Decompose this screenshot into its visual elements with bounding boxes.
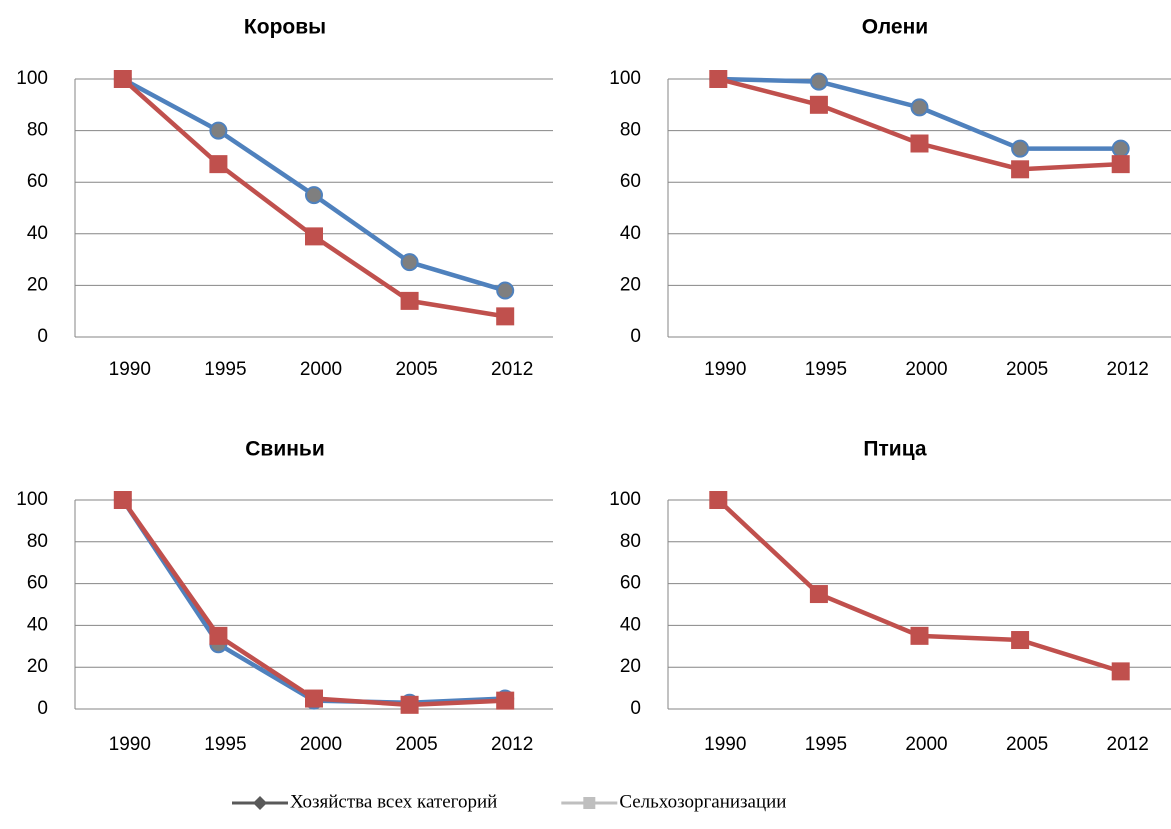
legend-marker <box>253 796 267 810</box>
x-tick-label: 2000 <box>300 734 342 755</box>
chart-title: Коровы <box>244 16 326 39</box>
y-tick-label: 20 <box>620 656 641 677</box>
point <box>1111 155 1130 174</box>
point <box>910 626 929 645</box>
y-tick-label: 0 <box>630 698 641 719</box>
y-tick-label: 80 <box>620 531 641 552</box>
point <box>910 98 929 117</box>
y-tick-label: 40 <box>27 223 48 244</box>
point <box>113 491 132 509</box>
y-tick-label: 80 <box>27 531 48 552</box>
point <box>209 155 228 174</box>
point <box>400 291 419 310</box>
x-tick-label: 1995 <box>805 359 847 380</box>
y-tick-label: 80 <box>27 120 48 141</box>
x-tick-label: 1990 <box>109 359 151 380</box>
x-tick-label: 1990 <box>109 734 151 755</box>
y-tick-label: 60 <box>27 171 48 192</box>
point <box>496 691 515 710</box>
x-tick-label: 2000 <box>905 734 947 755</box>
x-tick-label: 2005 <box>395 734 437 755</box>
y-tick-label: 60 <box>620 171 641 192</box>
series-line <box>120 498 506 708</box>
y-tick-label: 0 <box>630 326 641 347</box>
legend-label: Сельхозорганизации <box>619 791 786 812</box>
chart-panel: Свиньи 0 20 40 60 80 100 1990 1995 2000 2005 2012 <box>16 438 553 755</box>
y-tick-label: 20 <box>27 274 48 295</box>
y-tick-label: 100 <box>16 489 48 510</box>
x-tick-label: 2005 <box>395 359 437 380</box>
point <box>1111 139 1130 158</box>
x-tick-label: 1995 <box>204 359 246 380</box>
point <box>400 695 419 714</box>
point <box>496 307 515 326</box>
point <box>809 95 828 114</box>
point <box>709 70 728 88</box>
series-line <box>121 77 506 293</box>
x-tick-label: 2012 <box>1107 734 1149 755</box>
point <box>1011 160 1030 179</box>
point <box>305 227 323 246</box>
series-line <box>717 76 1121 172</box>
y-tick-label: 60 <box>620 573 641 594</box>
y-tick-label: 40 <box>620 614 641 635</box>
point <box>400 253 419 272</box>
y-tick-label: 100 <box>16 68 48 89</box>
y-tick-label: 0 <box>37 326 48 347</box>
point <box>305 689 323 708</box>
point <box>1011 631 1030 650</box>
x-tick-label: 1995 <box>805 734 847 755</box>
chart-panel: Птица 0 20 40 60 80 100 1990 1995 2000 2005 2012 <box>609 438 1171 755</box>
chart-title: Свиньи <box>245 438 325 461</box>
y-tick-label: 20 <box>27 656 48 677</box>
y-tick-label: 100 <box>609 68 641 89</box>
y-tick-label: 80 <box>620 120 641 141</box>
point <box>113 70 132 88</box>
legend: Хозяйства всех категорий Сельхозорганизац… <box>232 791 786 812</box>
x-tick-label: 2012 <box>1107 359 1149 380</box>
chart-panel: Олени 0 20 40 60 80 100 1990 1995 2000 2005 2012 <box>609 16 1171 380</box>
x-tick-label: 2005 <box>1006 734 1048 755</box>
point <box>209 121 228 140</box>
x-tick-label: 1990 <box>704 359 746 380</box>
point <box>709 491 728 509</box>
y-tick-label: 40 <box>620 223 641 244</box>
y-tick-label: 100 <box>609 489 641 510</box>
x-tick-label: 2000 <box>905 359 947 380</box>
x-tick-label: 2000 <box>300 359 342 380</box>
y-tick-label: 0 <box>37 698 48 719</box>
y-tick-label: 20 <box>620 274 641 295</box>
point <box>910 134 929 153</box>
chart-title: Олени <box>862 16 928 39</box>
x-tick-label: 1990 <box>704 734 746 755</box>
point <box>809 585 828 604</box>
series-line <box>716 498 1122 674</box>
point <box>209 626 228 645</box>
point <box>809 72 828 91</box>
chart-title: Птица <box>863 438 926 461</box>
x-tick-label: 2012 <box>491 734 533 755</box>
legend-marker <box>583 797 596 809</box>
point <box>1111 662 1130 681</box>
series-line <box>120 498 506 705</box>
legend-label: Хозяйства всех категорий <box>290 791 497 812</box>
point <box>496 281 515 300</box>
point <box>1011 139 1030 158</box>
x-tick-label: 2005 <box>1006 359 1048 380</box>
x-tick-label: 1995 <box>204 734 246 755</box>
y-tick-label: 60 <box>27 573 48 594</box>
chart-panel: Коровы 0 20 40 60 80 100 1990 1995 2000 2005 2012 <box>16 16 553 380</box>
x-tick-label: 2012 <box>491 359 533 380</box>
y-tick-label: 40 <box>27 614 48 635</box>
point <box>305 186 323 205</box>
